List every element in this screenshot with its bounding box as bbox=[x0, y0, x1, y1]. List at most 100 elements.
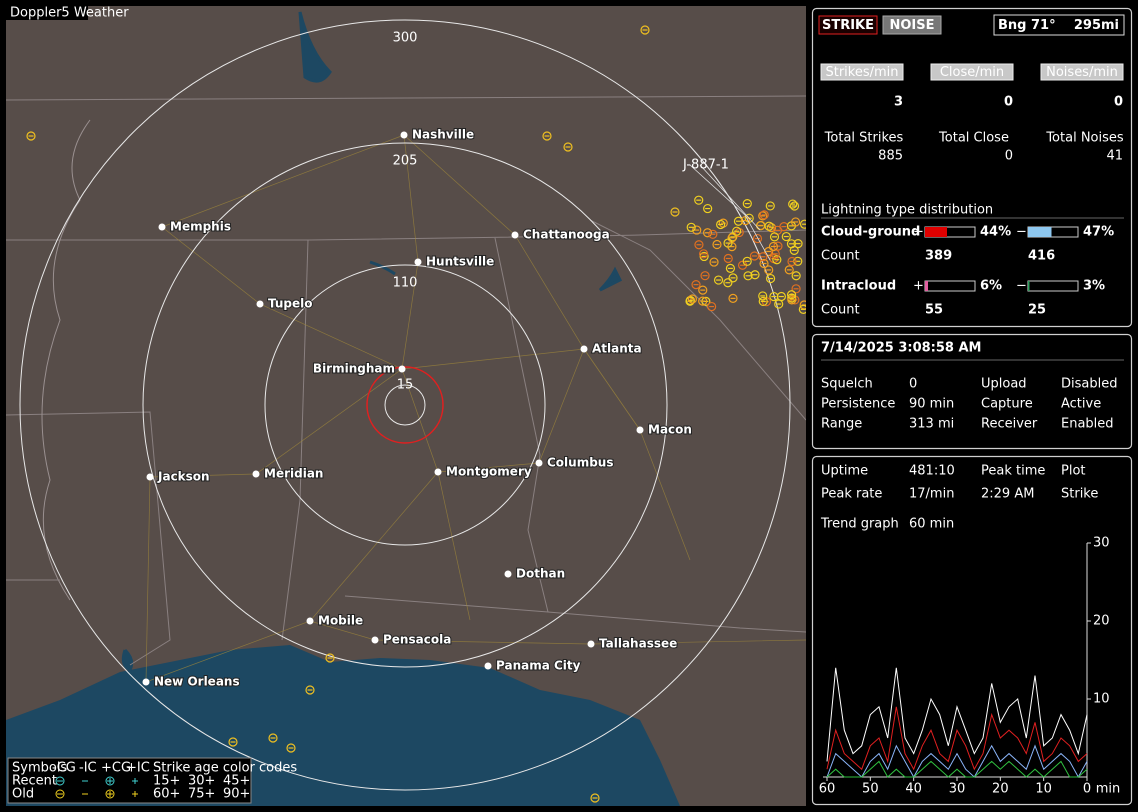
percent-label: 3% bbox=[1083, 279, 1105, 294]
x-tick-label: 30 bbox=[949, 782, 966, 797]
strike-symbol bbox=[798, 304, 806, 314]
city-label: Huntsville bbox=[426, 255, 494, 269]
strike-symbol bbox=[774, 299, 784, 309]
setting: Enabled bbox=[1061, 417, 1114, 432]
setting: Persistence bbox=[821, 397, 895, 412]
state-borders bbox=[6, 95, 806, 666]
strike-symbol bbox=[698, 296, 708, 306]
sign: − bbox=[1016, 225, 1027, 240]
count-label: Count bbox=[821, 249, 860, 264]
rate-label: Strikes/min bbox=[825, 65, 898, 80]
strike-symbol bbox=[786, 290, 797, 300]
total-label: Total Close bbox=[938, 131, 1009, 146]
city-label: Dothan bbox=[516, 567, 565, 581]
type-label: Cloud-ground bbox=[821, 225, 920, 240]
legend-symbol bbox=[105, 789, 115, 799]
setting: Capture bbox=[981, 397, 1033, 412]
strike-symbol bbox=[670, 207, 680, 217]
strike-symbol bbox=[716, 219, 726, 230]
city-label: Nashville bbox=[412, 128, 474, 142]
legend-header: -CG bbox=[52, 761, 76, 776]
y-tick-label: 30 bbox=[1093, 536, 1110, 551]
strike-symbol bbox=[563, 142, 573, 152]
setting: 0 bbox=[909, 377, 917, 392]
strike-symbol bbox=[784, 265, 794, 275]
legend-header: Strike age color codes bbox=[153, 761, 297, 776]
strike-symbol bbox=[772, 255, 782, 265]
mode-label: NOISE bbox=[889, 18, 934, 33]
strike-symbol bbox=[766, 223, 777, 233]
strike-symbol bbox=[694, 240, 704, 250]
strike-symbols: J-887-1 bbox=[26, 25, 806, 803]
age-code: 75+ bbox=[188, 787, 215, 802]
distance: 295mi bbox=[1074, 18, 1119, 33]
trend-label: Trend graph bbox=[820, 517, 899, 532]
strike-symbol bbox=[691, 280, 701, 290]
legend-symbol bbox=[105, 776, 115, 786]
strike-symbol bbox=[325, 653, 335, 663]
strike-symbol bbox=[743, 271, 753, 281]
city-dot bbox=[535, 459, 543, 467]
city-dot bbox=[587, 640, 595, 648]
strike-symbol bbox=[728, 293, 738, 303]
total-value: 41 bbox=[1106, 149, 1123, 164]
strike-symbol bbox=[788, 199, 798, 209]
setting: Receiver bbox=[981, 417, 1038, 432]
total-value: 885 bbox=[878, 149, 903, 164]
x-tick-label: 0 bbox=[1083, 782, 1091, 797]
city-dot bbox=[306, 617, 314, 625]
city-label: Mobile bbox=[318, 614, 363, 628]
stat: 2:29 AM bbox=[981, 487, 1034, 502]
legend-row: Recent bbox=[12, 774, 57, 789]
strike-symbol bbox=[733, 216, 744, 226]
total-value: 0 bbox=[1005, 149, 1013, 164]
strike-symbol bbox=[759, 210, 769, 220]
legend-header: Symbols bbox=[12, 761, 67, 776]
strike-symbol bbox=[707, 301, 717, 312]
strike-symbol bbox=[685, 295, 695, 306]
range-ring bbox=[142, 142, 668, 668]
count-value: 416 bbox=[1028, 249, 1055, 264]
age-code: 60+ bbox=[153, 787, 180, 802]
x-tick-label: 50 bbox=[862, 782, 879, 797]
rate-value: 0 bbox=[1114, 95, 1123, 110]
rate-value: 0 bbox=[1004, 95, 1013, 110]
lakes bbox=[121, 11, 623, 673]
strike-symbol bbox=[759, 258, 769, 269]
city-label: Chattanooga bbox=[523, 228, 610, 242]
age-code: 30+ bbox=[188, 774, 215, 789]
mode-button bbox=[818, 15, 878, 35]
mode-button bbox=[882, 15, 942, 35]
map-legend bbox=[7, 757, 252, 804]
range-label: 205 bbox=[393, 154, 418, 169]
stat: Peak time bbox=[981, 464, 1045, 479]
city-dot bbox=[511, 231, 519, 239]
strike-symbol bbox=[758, 296, 768, 307]
city-dot bbox=[371, 636, 379, 644]
rate-button bbox=[820, 63, 904, 81]
stat: 481:10 bbox=[909, 464, 955, 479]
strike-symbol bbox=[791, 271, 801, 281]
strike-symbol bbox=[791, 284, 801, 294]
strike-symbol bbox=[687, 294, 698, 304]
panel-frames bbox=[811, 7, 1133, 806]
strike-symbol bbox=[728, 273, 738, 283]
city-label: New Orleans bbox=[154, 675, 240, 689]
strike-symbol bbox=[713, 275, 724, 285]
city-label: Jackson bbox=[157, 470, 210, 484]
strike-symbol bbox=[268, 733, 278, 743]
total-label: Total Strikes bbox=[824, 131, 904, 146]
legend-symbol bbox=[55, 789, 65, 799]
city-dot bbox=[400, 131, 408, 139]
city-label: Tallahassee bbox=[599, 637, 677, 651]
legend-symbol bbox=[55, 776, 65, 786]
y-tick-label: 20 bbox=[1093, 614, 1110, 629]
strike-symbol bbox=[709, 257, 719, 267]
percent-bar-track bbox=[924, 280, 976, 292]
range-label: 300 bbox=[393, 31, 418, 46]
age-code: 15+ bbox=[153, 774, 180, 789]
percent-label: 6% bbox=[980, 279, 1002, 294]
track-label: J-887-1 bbox=[682, 158, 729, 173]
strike-symbol bbox=[702, 228, 713, 238]
